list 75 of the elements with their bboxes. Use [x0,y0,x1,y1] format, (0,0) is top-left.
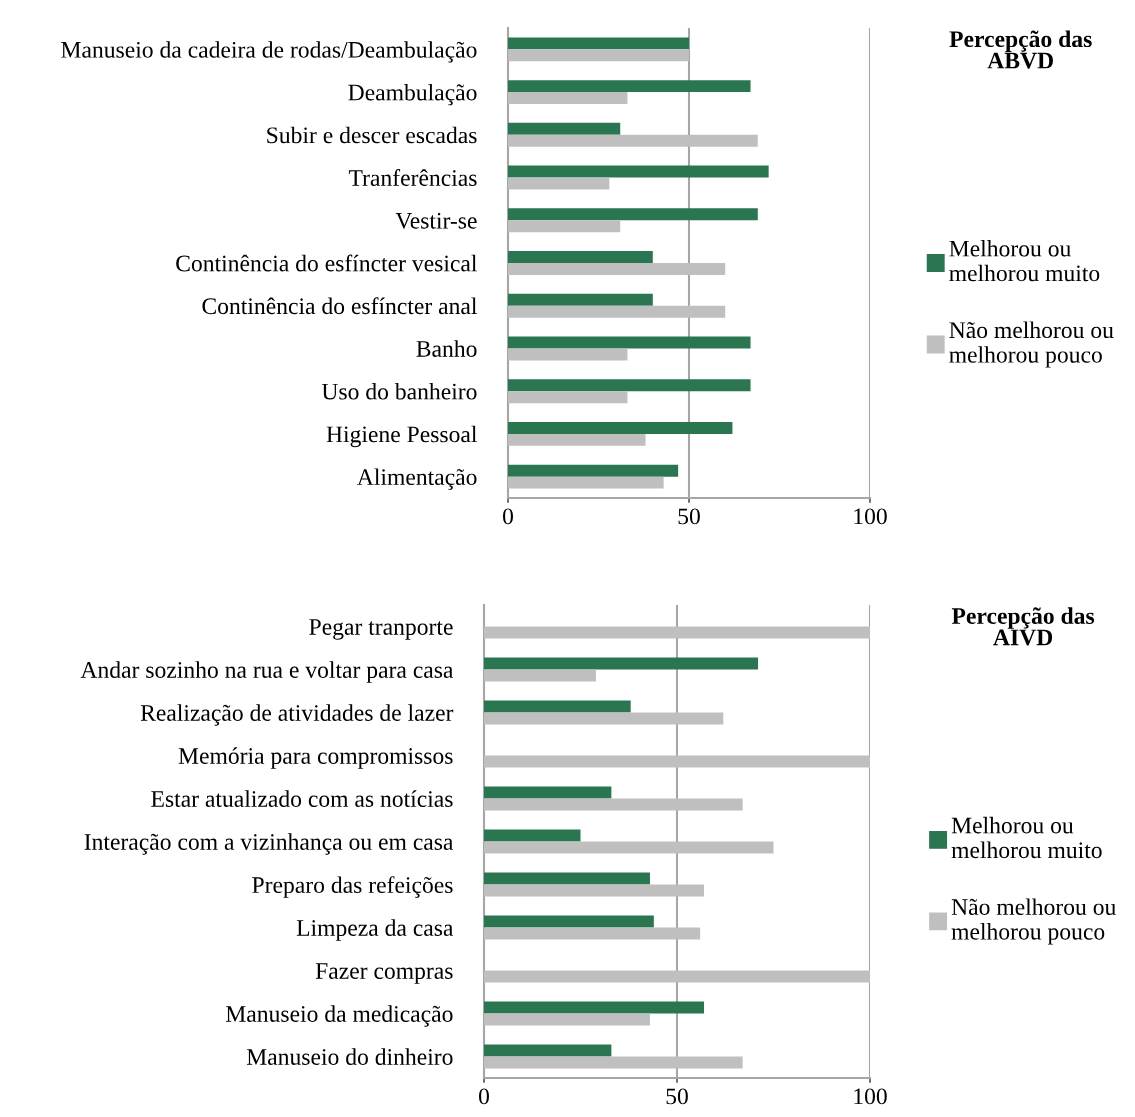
bar [508,165,769,178]
bar [484,755,870,768]
bar [484,915,654,928]
bar [508,476,664,489]
legend-title: Percepção das AIVD [951,607,1095,646]
bar [508,433,646,446]
bar [508,49,689,62]
y-tick-label: Fazer compras [315,963,453,984]
x-tick-label: 0 [479,1088,489,1105]
bar [484,1001,705,1014]
bar [508,220,621,233]
bar [484,626,870,639]
bar [508,305,726,318]
bar [484,1044,612,1057]
bar [484,700,631,713]
bar [508,122,621,135]
bar [484,1056,743,1069]
bar [484,669,596,682]
y-tick-label: Limpeza da casa [296,919,454,941]
bar [508,421,733,434]
y-tick-label: Continência do esfíncter vesical [176,254,477,272]
y-tick-label: Continência do esfíncter anal [202,297,477,315]
bar [508,208,758,221]
bar [484,712,724,725]
y-tick-label: Interação com a vizinhança ou em casa [84,833,454,855]
bar [484,884,705,897]
y-tick-label: Higiene Pessoal [326,425,477,448]
bar [484,786,612,799]
legend-label: Não melhorou ou melhorou pouco [951,898,1116,945]
legend-label: Melhorou ou melhorou muito [951,816,1102,859]
y-tick-label: Realização de atividades de lazer [140,704,454,726]
y-tick-label: Alimentação [357,468,477,490]
legend-label: Melhorou ou melhorou muito [949,239,1100,282]
x-tick-label: 50 [678,508,700,525]
bar [484,798,743,811]
bar [508,92,628,105]
bar [508,80,751,93]
bar [484,970,870,983]
y-tick-label: Pegar tranporte [309,619,453,640]
bar [484,1013,650,1026]
y-tick-label: Vestir-se [395,212,477,229]
y-tick-label: Banho [416,340,477,357]
bar [508,379,751,392]
x-tick-label: 50 [666,1088,688,1105]
y-tick-label: Manuseio da medicação [225,1005,453,1027]
y-tick-label: Estar atualizado com as notícias [151,790,453,807]
bar [484,829,581,842]
bar [508,134,758,147]
y-tick-label: Manuseio do dinheiro [246,1048,453,1065]
y-tick-label: Andar sozinho na rua e voltar para casa [80,661,454,683]
x-tick-label: 100 [854,508,887,525]
y-tick-label: Subir e descer escadas [267,126,477,144]
y-tick-label: Uso do banheiro [321,382,477,400]
bar [508,391,628,404]
bar [508,464,679,477]
y-tick-label: Manuseio da cadeira de rodas/Deambulação [61,41,477,63]
bar [508,251,653,263]
bar [484,927,701,940]
bar [508,263,726,275]
x-tick-label: 0 [503,508,513,525]
x-tick-label: 100 [854,1088,887,1105]
bar [484,872,650,885]
bar [508,293,653,306]
y-tick-label: Memória para compromissos [178,747,453,769]
y-tick-label: Tranferências [348,169,477,186]
bar [508,177,610,190]
legend-title: Percepção das ABVD [949,30,1092,69]
bar [508,348,628,361]
y-tick-label: Deambulação [348,83,477,106]
y-tick-label: Preparo das refeições [252,876,453,898]
bar [508,336,751,349]
bar [484,657,759,670]
bar [508,37,689,50]
bar [484,841,774,854]
legend-label: Não melhorou ou melhorou pouco [949,321,1114,368]
